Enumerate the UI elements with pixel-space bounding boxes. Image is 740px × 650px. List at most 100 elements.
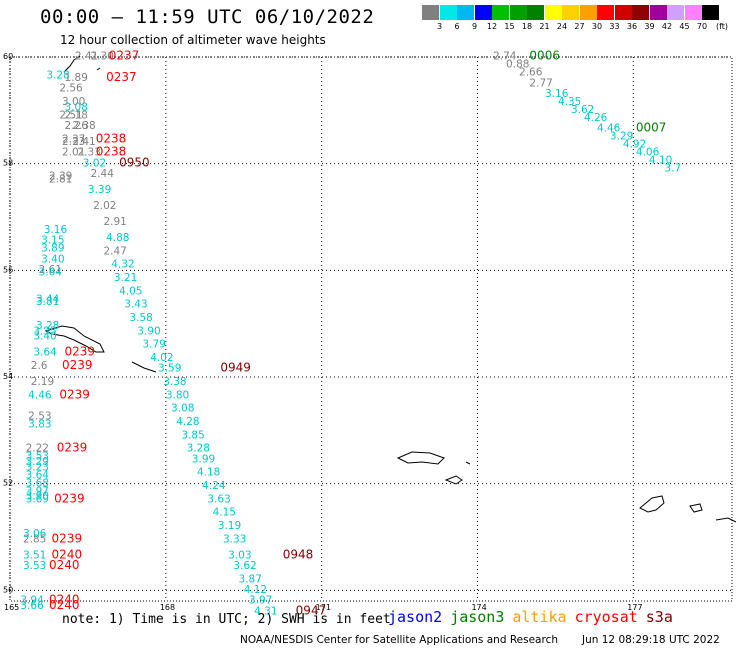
colorbar-tick: 9 [471,22,478,31]
wave-height-label: 3.90 [26,491,49,503]
lat-tick-label: 52 [3,479,13,488]
lat-tick-label: 56 [3,265,13,274]
wave-height-label: 3.21 [114,272,137,284]
pass-time-label: 0237 [106,70,137,84]
coastline-agattu-island [444,475,463,485]
wave-height-label: 2.81 [49,173,72,185]
wave-height-label: 3.38 [163,376,186,388]
wave-height-label: 4.26 [584,112,608,124]
wave-height-label: 3.68 [26,477,49,489]
coastline-rat-island-2 [689,503,703,513]
colorbar-swatch [544,5,562,20]
wave-height-label: 2.77 [529,77,552,89]
mission-legend: jason2 jason3 altika cryosat s3a [388,608,681,626]
wave-height-label: 2.47 [103,245,126,257]
lon-tick-label: 174 [471,603,486,612]
wave-height-label: 4.31 [254,605,277,617]
wave-height-label: 2.39 [49,171,72,183]
wave-height-label: 2.26 [65,120,89,132]
colorbar-swatch [422,5,439,20]
coastline-rat-island-3 [715,517,737,523]
wave-height-label: 4.46 [597,123,621,135]
wave-height-label: 3.40 [33,331,56,343]
colorbar-swatch [684,5,702,20]
wave-height-label: 3.40 [41,253,64,265]
pass-time-label: 0947 [296,603,327,617]
wave-height-label: 3.06 [23,528,47,540]
lon-tick-label: 177 [627,603,642,612]
footnote: note: 1) Time is in UTC; 2) SWH is in fe… [62,612,391,627]
pass-time-label: 0007 [636,121,667,135]
wave-height-label: 3.44 [36,293,60,305]
wave-height-label: 3.85 [181,429,204,441]
pass-time-label: 0238 [96,131,127,145]
coastline-attu-island [396,451,445,465]
mission-jason2: jason2 [388,608,443,626]
wave-height-label: 2.85 [23,533,46,545]
wave-height-label: 3.53 [23,560,46,572]
wave-height-observations: 2.412.303.281.892.563.003.082.512.182.26… [20,51,681,618]
wave-height-label: 3.00 [62,96,85,108]
lon-tick-label: 165 [4,603,19,612]
wave-height-label: 4.12 [244,584,267,596]
credit-line: NOAA/NESDIS Center for Satellite Applica… [240,634,558,646]
wave-height-label: 3.83 [28,419,51,431]
pass-time-label: 0950 [119,155,150,169]
wave-height-label: 2.41 [75,51,98,63]
wave-height-label: 2.74 [493,51,517,63]
lon-tick-label: 168 [160,603,175,612]
wave-height-label: 2.22 [26,443,49,455]
wave-height-label: 3.94 [20,595,44,607]
colorbar-swatch [439,5,457,20]
pass-time-label: 0238 [96,145,127,159]
wave-height-label: 3.23 [26,461,49,473]
wave-height-label: 4.06 [636,147,660,159]
wave-height-label: 3.90 [137,325,160,337]
lon-tick-label: 171 [316,603,331,612]
pass-time-label: 0239 [57,441,88,455]
wave-height-label: 4.10 [649,155,672,167]
wave-height-label: 3.02 [83,157,106,169]
colorbar-tick: 70 [696,22,708,31]
colorbar-tick: 39 [644,22,655,31]
wave-height-label: 3.29 [26,456,49,468]
colorbar-swatch [632,5,649,20]
wave-height-label: 2.37 [62,133,85,145]
pass-time-label: 0949 [220,361,251,375]
wave-height-label: 3.87 [239,573,262,585]
pass-time-label: 0239 [65,345,96,359]
wave-height-label: 4.92 [623,139,646,151]
colorbar-swatch [527,5,544,20]
wave-height-label: 4.02 [150,352,173,364]
wave-height-label: 2.61 [39,264,62,276]
wave-height-label: 2.6 [31,360,48,372]
pass-time-label: 0240 [49,558,80,572]
wave-height-label: 3.80 [166,389,189,401]
colorbar-swatch [509,5,527,20]
colorbar-tick: 24 [556,22,568,31]
colorbar-tick: 27 [574,22,585,31]
coastline-rat-island-1 [639,495,665,513]
lat-tick-label: 54 [3,372,13,381]
wave-height-label: 3.62 [233,560,256,572]
generated-timestamp: Jun 12 08:29:18 UTC 2022 [582,634,720,646]
wave-height-label: 2.02 [93,200,116,212]
wave-height-label: 3.28 [36,320,59,332]
wave-height-label: 3.33 [223,533,246,545]
colorbar-tick: 30 [591,22,603,31]
page-subtitle: 12 hour collection of altimeter wave hei… [60,33,326,47]
wave-height-label: 4.15 [213,507,236,519]
wave-height-label: 3.43 [124,299,147,311]
wave-height-label: 4.46 [28,389,52,401]
colorbar-swatch [474,5,492,20]
colorbar-swatch [597,5,614,20]
pass-time-label: 0006 [529,49,560,63]
wave-height-label: 3.7 [664,163,681,175]
wave-height-label: 3.08 [65,101,88,113]
wave-height-label: 3.64 [39,267,63,279]
pass-time-label: 0948 [283,547,314,561]
colorbar-unit: (ft) [716,22,729,31]
colorbar-tick: 12 [486,22,498,31]
colorbar-tick: 33 [609,22,620,31]
